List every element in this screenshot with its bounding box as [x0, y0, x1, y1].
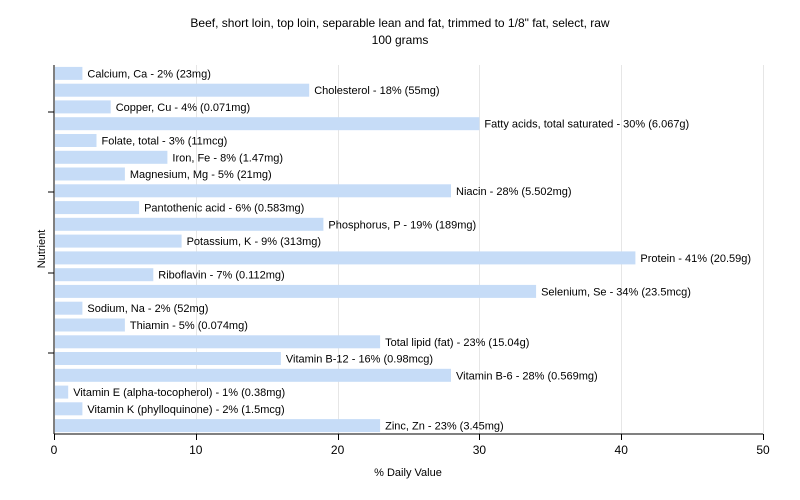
bar-label: Vitamin B-6 - 28% (0.569mg)	[456, 370, 598, 382]
bar	[55, 117, 480, 131]
bars: Calcium, Ca - 2% (23mg) Cholesterol - 18%…	[55, 66, 751, 433]
bar-label: Cholesterol - 18% (55mg)	[314, 85, 439, 97]
axes	[48, 65, 763, 435]
bar-label: Phosphorus, P - 19% (189mg)	[328, 219, 476, 231]
chart-subtitle: 100 grams	[372, 33, 429, 47]
bar	[55, 150, 168, 164]
bar	[55, 268, 154, 282]
bar	[55, 83, 310, 97]
bar	[55, 184, 451, 198]
bar-label: Sodium, Na - 2% (52mg)	[87, 303, 208, 315]
bar-label: Vitamin E (alpha-tocopherol) - 1% (0.38m…	[73, 387, 285, 399]
bar	[55, 368, 451, 382]
x-tick-label: 40	[615, 443, 629, 457]
bar-label: Selenium, Se - 34% (23.5mcg)	[541, 286, 691, 298]
bar-label: Niacin - 28% (5.502mg)	[456, 186, 572, 198]
bar-label: Vitamin B-12 - 16% (0.98mcg)	[286, 354, 433, 366]
bar-label: Fatty acids, total saturated - 30% (6.06…	[484, 119, 689, 131]
bar	[55, 335, 381, 349]
x-axis-ticks: 0 10 20 30 40 50	[51, 434, 770, 457]
x-tick-label: 50	[756, 443, 770, 457]
bar	[55, 301, 83, 315]
bar	[55, 66, 83, 80]
bar-label: Calcium, Ca - 2% (23mg)	[87, 68, 210, 80]
bar-label: Thiamin - 5% (0.074mg)	[130, 320, 248, 332]
bar	[55, 284, 537, 298]
bar	[55, 318, 125, 332]
bar-label: Magnesium, Mg - 5% (21mg)	[130, 169, 272, 181]
bar	[55, 167, 125, 181]
bar	[55, 217, 324, 231]
bar	[55, 419, 381, 433]
bar	[55, 234, 182, 248]
bar-label: Protein - 41% (20.59g)	[640, 253, 751, 265]
bar	[55, 385, 69, 399]
bar	[55, 402, 83, 416]
bar	[55, 251, 636, 265]
x-tick-label: 10	[189, 443, 203, 457]
bar-label: Vitamin K (phylloquinone) - 2% (1.5mcg)	[87, 404, 284, 416]
bar-label: Iron, Fe - 8% (1.47mg)	[172, 152, 283, 164]
bar-label: Total lipid (fat) - 23% (15.04g)	[385, 337, 529, 349]
bar-label: Folate, total - 3% (11mcg)	[102, 136, 228, 148]
bar-label: Copper, Cu - 4% (0.071mg)	[116, 102, 251, 114]
bar-label: Riboflavin - 7% (0.112mg)	[158, 270, 284, 282]
bar	[55, 100, 111, 114]
bar	[55, 352, 281, 365]
x-tick-label: 20	[331, 443, 345, 457]
chart-title: Beef, short loin, top loin, separable le…	[190, 16, 609, 30]
x-tick-label: 30	[473, 443, 487, 457]
x-axis-title: % Daily Value	[374, 467, 442, 479]
bar	[55, 201, 140, 215]
bar-label: Zinc, Zn - 23% (3.45mg)	[385, 421, 504, 433]
bar	[55, 134, 97, 147]
y-axis-title: Nutrient	[36, 230, 48, 269]
bar-label: Pantothenic acid - 6% (0.583mg)	[144, 203, 304, 215]
x-tick-label: 0	[51, 443, 58, 457]
bar-label: Potassium, K - 9% (313mg)	[187, 236, 322, 248]
